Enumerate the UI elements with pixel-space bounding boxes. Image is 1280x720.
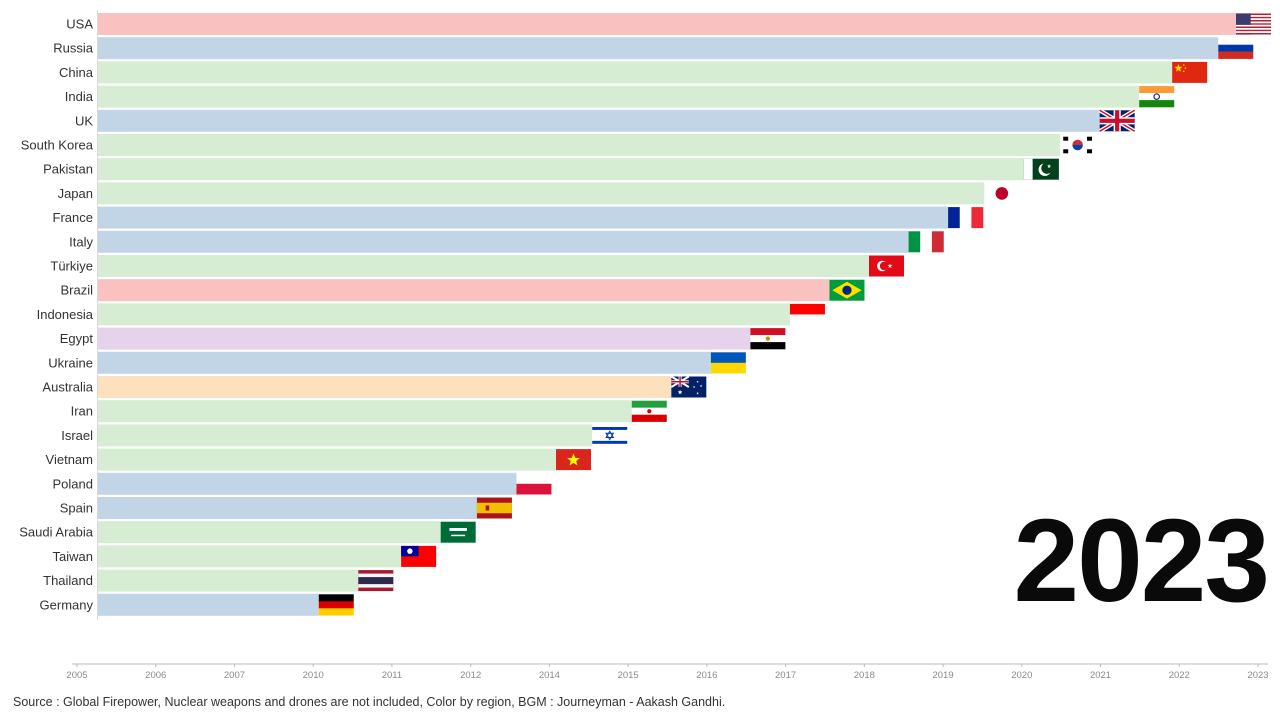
bar-india (98, 86, 1139, 108)
flag-ukraine-icon (711, 352, 746, 373)
bar-germany (98, 594, 319, 616)
label-saudi-arabia: Saudi Arabia (19, 525, 93, 540)
label-israel: Israel (61, 428, 93, 443)
label-australia: Australia (42, 380, 93, 395)
flag-france-icon (948, 207, 983, 228)
label-china: China (59, 65, 94, 80)
label-pakistan: Pakistan (43, 162, 93, 177)
x-tick-label: 2021 (1090, 670, 1111, 681)
bar-saudi-arabia (98, 521, 441, 543)
label-indonesia: Indonesia (37, 307, 94, 322)
flag-usa-icon (1236, 14, 1271, 35)
label-south-korea: South Korea (21, 138, 94, 153)
year-label: 2023 (1013, 502, 1268, 620)
x-tick-label: 2014 (539, 670, 560, 681)
flag-taiwan-icon (401, 546, 436, 567)
flag-china-icon (1172, 62, 1207, 83)
bar-thailand (98, 570, 358, 592)
bar-iran (98, 400, 632, 422)
bar-egypt (98, 328, 750, 350)
flag-uk-icon (1100, 110, 1135, 131)
flag-saudi-arabia-icon (441, 522, 476, 543)
flag-thailand-icon (358, 570, 393, 591)
flag-south-korea-icon (1060, 135, 1095, 156)
label-ukraine: Ukraine (48, 355, 93, 370)
x-tick-label: 2011 (382, 670, 402, 681)
label-usa: USA (66, 17, 93, 32)
x-tick-label: 2023 (1247, 670, 1268, 681)
bar-pakistan (98, 158, 1024, 180)
flag-brazil-icon (829, 280, 864, 301)
x-tick-label: 2012 (460, 670, 481, 681)
flag-vietnam-icon (556, 449, 591, 470)
bar-ukraine (98, 352, 711, 374)
bar-vietnam (98, 449, 556, 471)
flag-australia-icon (671, 377, 706, 398)
bar-indonesia (98, 303, 790, 325)
label-spain: Spain (60, 501, 93, 516)
label-egypt: Egypt (60, 331, 94, 346)
flag-turkiye-icon (869, 256, 904, 277)
bar-china (98, 61, 1172, 83)
bar-israel (98, 424, 592, 446)
label-italy: Italy (69, 234, 93, 249)
x-tick-label: 2005 (66, 670, 87, 681)
x-tick-label: 2006 (145, 670, 166, 681)
x-tick-label: 2019 (932, 670, 953, 681)
flag-russia-icon (1218, 38, 1253, 59)
flag-germany-icon (319, 594, 354, 615)
label-thailand: Thailand (43, 573, 93, 588)
bar-japan (98, 182, 984, 204)
bar-turkiye (98, 255, 869, 277)
label-uk: UK (75, 113, 93, 128)
label-germany: Germany (40, 597, 94, 612)
bar-australia (98, 376, 671, 398)
bar-russia (98, 37, 1218, 59)
label-iran: Iran (71, 404, 93, 419)
label-turkiye: Türkiye (50, 259, 93, 274)
bar-france (98, 207, 948, 229)
label-taiwan: Taiwan (53, 549, 93, 564)
flag-iran-icon (632, 401, 667, 422)
x-tick-label: 2016 (696, 670, 717, 681)
x-tick-label: 2018 (854, 670, 875, 681)
bar-uk (98, 110, 1100, 132)
bar-brazil (98, 279, 829, 301)
flag-india-icon (1139, 86, 1174, 107)
label-russia: Russia (53, 41, 94, 56)
label-japan: Japan (58, 186, 93, 201)
flag-japan-icon (984, 183, 1019, 204)
source-note: Source : Global Firepower, Nuclear weapo… (13, 695, 725, 709)
bar-south-korea (98, 134, 1060, 156)
label-brazil: Brazil (60, 283, 93, 298)
bar-poland (98, 473, 516, 495)
x-tick-label: 2017 (775, 670, 796, 681)
x-tick-label: 2020 (1011, 670, 1032, 681)
bar-taiwan (98, 545, 401, 567)
label-france: France (53, 210, 93, 225)
x-tick-label: 2010 (303, 670, 324, 681)
flag-poland-icon (516, 473, 551, 494)
bar-spain (98, 497, 477, 519)
flag-spain-icon (477, 498, 512, 519)
label-vietnam: Vietnam (46, 452, 93, 467)
label-poland: Poland (53, 476, 93, 491)
x-tick-label: 2015 (618, 670, 639, 681)
x-tick-label: 2007 (224, 670, 245, 681)
flag-italy-icon (909, 231, 944, 252)
flag-egypt-icon (750, 328, 785, 349)
flag-indonesia-icon (790, 304, 825, 325)
label-india: India (65, 89, 94, 104)
x-tick-label: 2022 (1169, 670, 1190, 681)
flag-pakistan-icon (1024, 159, 1059, 180)
bar-usa (98, 13, 1251, 35)
flag-israel-icon (592, 425, 627, 446)
bar-italy (98, 231, 909, 253)
